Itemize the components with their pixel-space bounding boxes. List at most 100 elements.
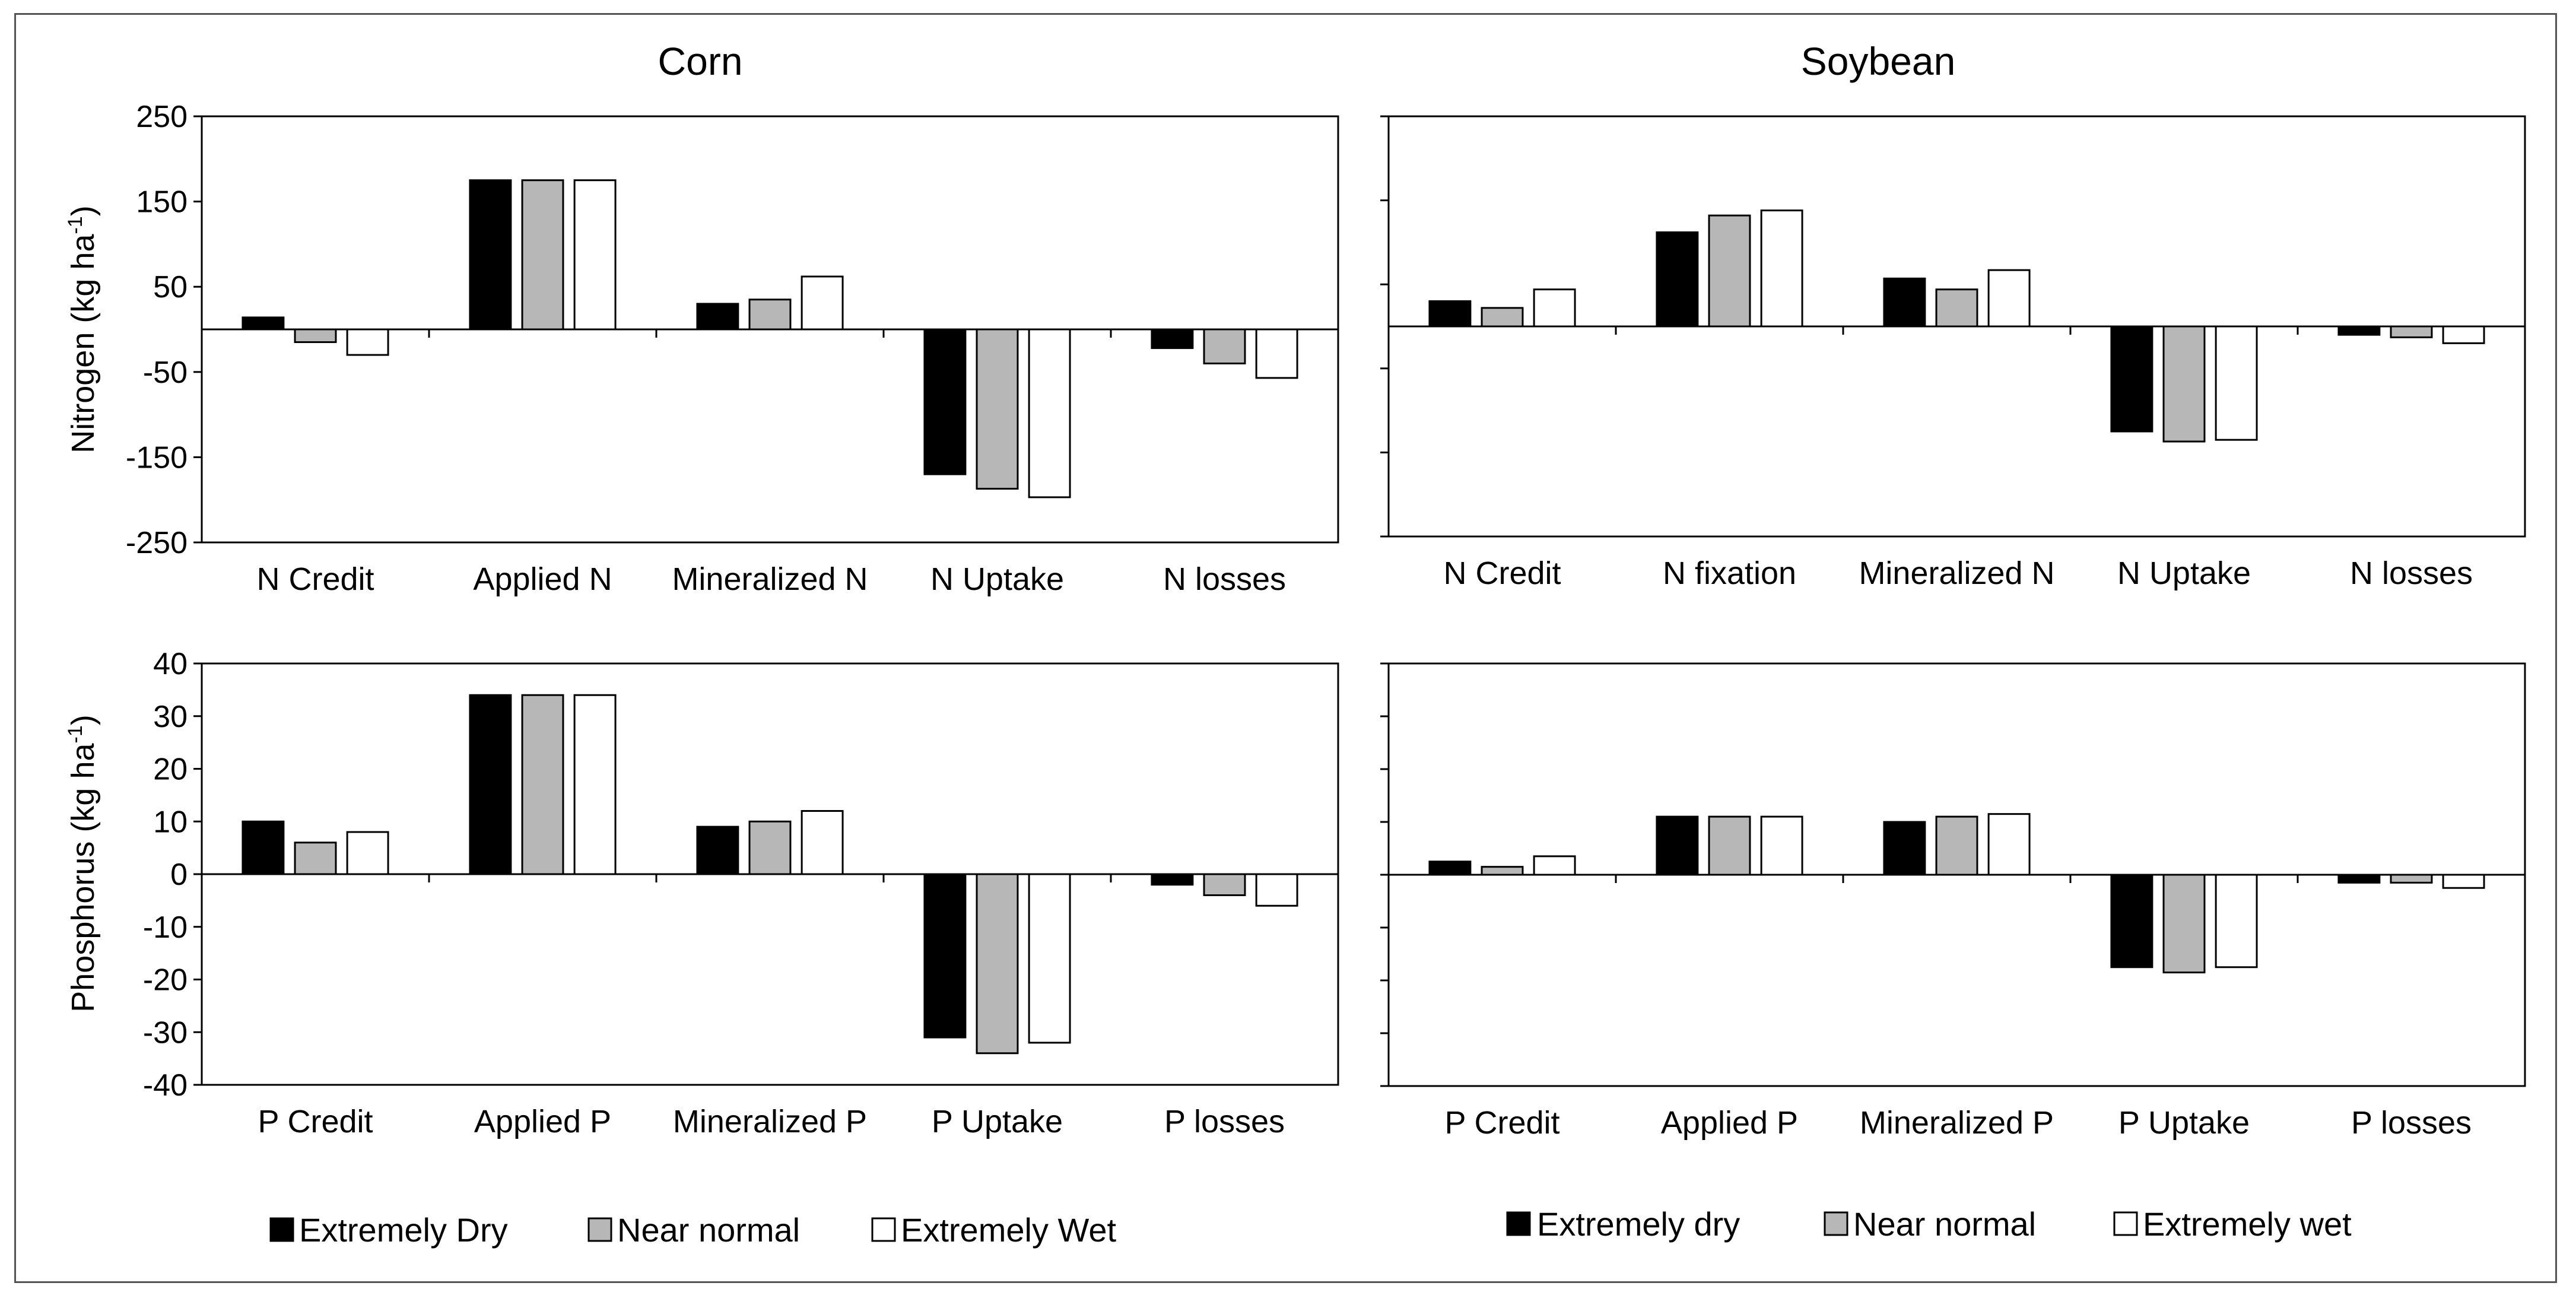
bar-normal xyxy=(1935,288,1978,328)
soybean-title: Soybean xyxy=(1801,39,1956,83)
bar-dry xyxy=(2110,325,2153,433)
y-tick-label: -40 xyxy=(143,1068,188,1103)
x-tick-label: Mineralized N xyxy=(1859,555,2054,591)
bar-wet xyxy=(1255,328,1298,379)
phosphorus-label-sup: -1 xyxy=(64,725,87,743)
x-tick-label: N fixation xyxy=(1663,555,1796,591)
y-tick-label: -50 xyxy=(143,355,188,390)
x-tick-label: P Uptake xyxy=(2118,1105,2250,1141)
bar-wet xyxy=(801,275,844,331)
nitrogen-label-sup: -1 xyxy=(64,216,87,234)
bar-normal xyxy=(521,694,564,875)
bar-normal xyxy=(1481,307,1524,328)
bar-dry xyxy=(1883,277,1926,328)
bar-normal xyxy=(1203,873,1246,896)
y-tick-label: -150 xyxy=(126,440,188,475)
bar-normal xyxy=(2162,874,2206,974)
x-tick-label: P losses xyxy=(1164,1104,1285,1139)
legend-swatch-normal xyxy=(1824,1211,1848,1236)
legend-label: Extremely Wet xyxy=(901,1211,1116,1249)
x-tick-label: Mineralized P xyxy=(1860,1105,2054,1141)
corn-title: Corn xyxy=(658,39,742,83)
bar-normal xyxy=(976,328,1019,490)
x-tick-label: Mineralized P xyxy=(673,1104,867,1139)
soybean-nitrogen-panel: N Credit N fixation Mineralized N N Uptake N… xyxy=(1380,115,2526,591)
bar-dry xyxy=(242,820,285,875)
legend-swatch-dry xyxy=(269,1217,294,1242)
bar-normal xyxy=(521,179,564,331)
bar-dry xyxy=(696,825,739,875)
bar-wet xyxy=(1028,873,1071,1044)
x-tick-label: N losses xyxy=(2350,555,2473,591)
corn-nitrogen-panel: 250 150 50 -50 -150 -250 N Credit Applied N Mine… xyxy=(126,100,1339,597)
bar-wet xyxy=(346,831,389,875)
bar-normal xyxy=(294,842,337,875)
legend-label: Extremely Dry xyxy=(299,1211,508,1249)
bar-normal xyxy=(1708,815,1751,876)
bar-wet xyxy=(573,694,617,875)
svg-text:Phosphorus (kg ha-1): Phosphorus (kg ha-1) xyxy=(64,715,101,1012)
bar-wet xyxy=(346,328,389,356)
bar-wet xyxy=(1255,873,1298,907)
bar-wet xyxy=(1533,855,1576,876)
bar-normal xyxy=(2390,874,2433,884)
bar-wet xyxy=(801,810,844,875)
x-tick-label: Mineralized N xyxy=(672,561,868,597)
bar-dry xyxy=(1883,821,1926,876)
bar-dry xyxy=(2337,874,2381,884)
bar-dry xyxy=(242,316,285,331)
bar-wet xyxy=(1760,815,1803,876)
phosphorus-label-close: ) xyxy=(65,715,101,725)
bar-wet xyxy=(2215,325,2258,441)
legend-swatch-normal xyxy=(587,1217,612,1242)
bar-normal xyxy=(1203,328,1246,364)
x-tick-label: N Credit xyxy=(256,561,374,597)
nitrogen-axis-label: Nitrogen (kg ha-1) xyxy=(64,205,101,453)
bar-dry xyxy=(2337,325,2381,336)
bar-wet xyxy=(2442,874,2485,889)
legend-swatch-wet xyxy=(2113,1211,2138,1236)
bar-dry xyxy=(469,694,512,875)
corn-legend: Extremely Dry Near normal Extremely Wet xyxy=(269,1211,1116,1249)
legend-label: Extremely wet xyxy=(2143,1205,2352,1243)
y-tick-label: 20 xyxy=(153,752,188,787)
bar-wet xyxy=(1987,813,2031,876)
x-tick-label: P Credit xyxy=(258,1104,373,1139)
y-tick-label: -250 xyxy=(126,526,188,560)
legend-label: Extremely dry xyxy=(1537,1205,1740,1243)
y-tick-label: 150 xyxy=(136,185,188,220)
phosphorus-axis-label: Phosphorus (kg ha-1) xyxy=(64,715,101,1012)
x-tick-label: P losses xyxy=(2351,1105,2472,1141)
x-tick-label: P Credit xyxy=(1444,1105,1559,1141)
bar-normal xyxy=(748,299,792,331)
x-tick-label: N Uptake xyxy=(930,561,1064,597)
bar-wet xyxy=(2442,325,2485,344)
bar-dry xyxy=(1151,873,1194,886)
x-tick-label: N Credit xyxy=(1443,555,1561,591)
bar-wet xyxy=(1028,328,1071,498)
bar-normal xyxy=(1481,866,1524,876)
bar-dry xyxy=(923,873,967,1039)
x-tick-label: Applied P xyxy=(474,1104,611,1139)
legend-label: Near normal xyxy=(617,1211,800,1249)
soybean-legend: Extremely dry Near normal Extremely wet xyxy=(1506,1205,2352,1243)
bar-dry xyxy=(1656,815,1699,876)
y-tick-label: -20 xyxy=(143,963,188,998)
bar-normal xyxy=(294,328,337,344)
x-tick-label: N Uptake xyxy=(2117,555,2251,591)
y-tick-label: 0 xyxy=(170,858,188,892)
bar-dry xyxy=(923,328,967,475)
legend-swatch-dry xyxy=(1506,1211,1531,1236)
y-tick-label: 30 xyxy=(153,700,188,734)
bar-normal xyxy=(2162,325,2206,443)
y-tick-label: 40 xyxy=(153,647,188,681)
bar-wet xyxy=(1533,288,1576,328)
bar-wet xyxy=(1760,209,1803,328)
bar-dry xyxy=(1151,328,1194,350)
bar-wet xyxy=(573,179,617,331)
bar-dry xyxy=(1428,861,1472,876)
bar-dry xyxy=(1428,300,1472,328)
bar-normal xyxy=(1935,815,1978,876)
bar-dry xyxy=(2110,874,2153,969)
